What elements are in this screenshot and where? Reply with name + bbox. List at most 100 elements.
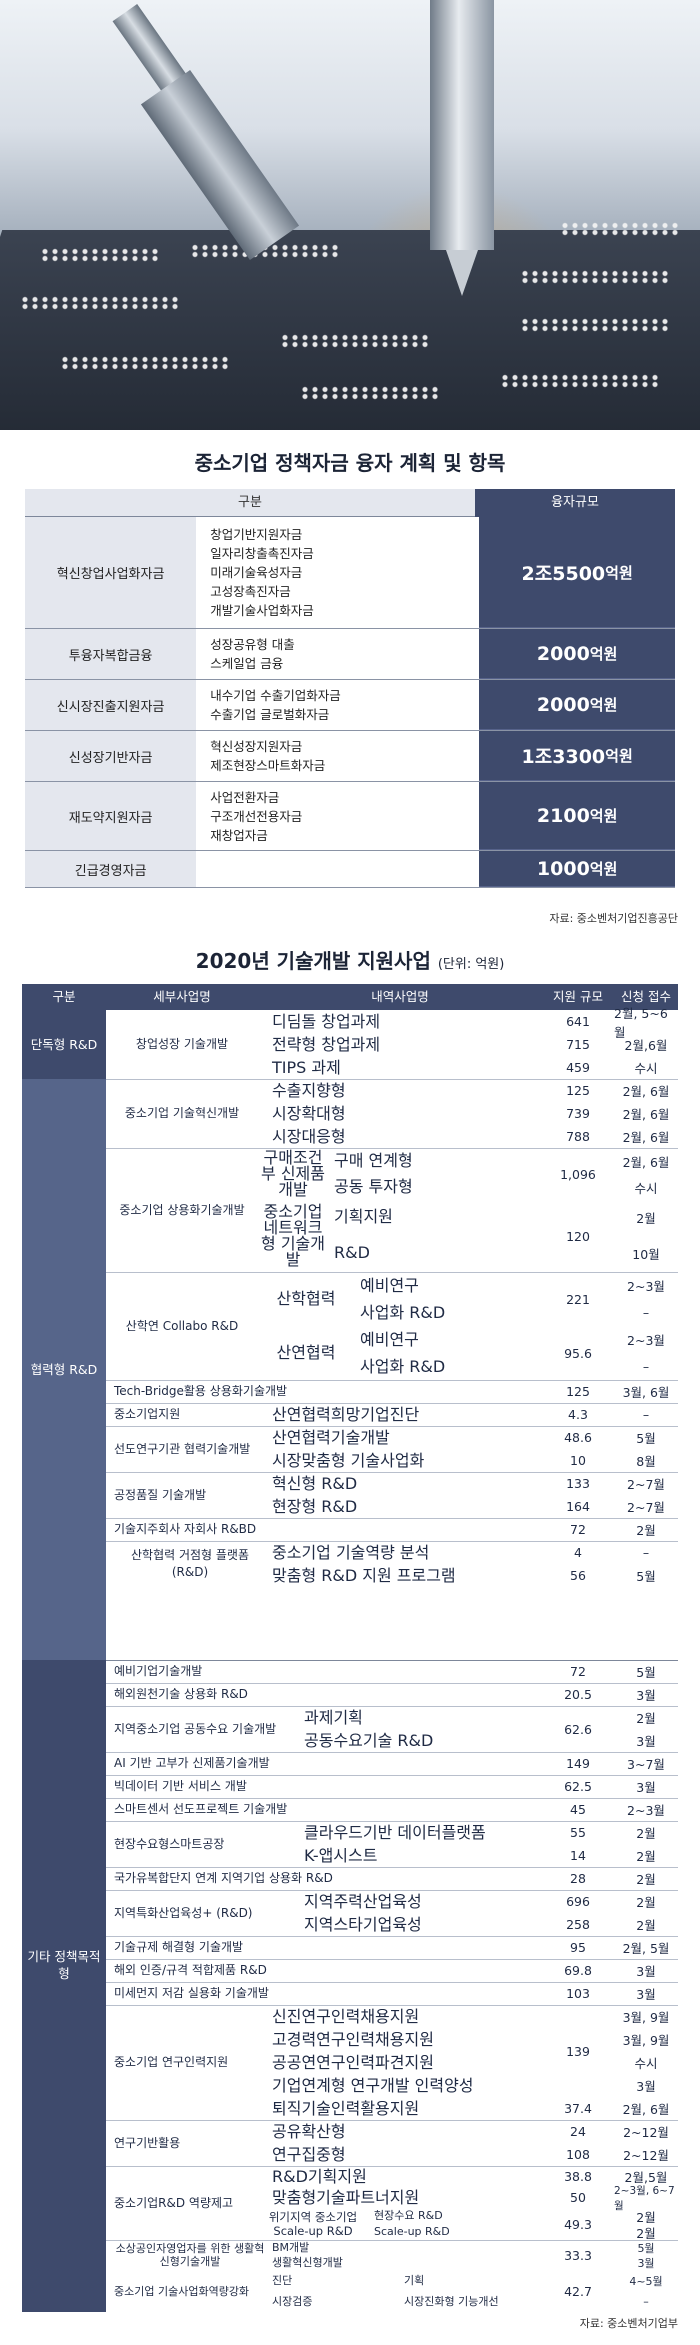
program-name: 중소기업 기술사업화역량강화	[114, 2284, 250, 2298]
row-items	[196, 851, 479, 887]
sub-name: 수출지향형	[272, 1080, 346, 1100]
apply-date: 4~5월	[629, 2274, 663, 2288]
apply-date: 수시	[634, 2056, 658, 2071]
sub-name: 디딤돌 창업과제	[272, 1011, 381, 1031]
chip-grid-graphic	[20, 296, 180, 310]
sub-name: 중소기업 네트워크형 기술개발	[261, 1202, 325, 1269]
scale-value: 42.7	[564, 2283, 592, 2299]
scale-value: 641	[566, 1014, 590, 1029]
scale-value: 696	[566, 1894, 590, 1909]
apply-date: 2월	[636, 1895, 656, 1910]
apply-date: 2월	[636, 2209, 656, 2225]
group-divider	[106, 1660, 678, 1661]
sub-name: 맞춤형 R&D 지원 프로그램	[272, 1565, 456, 1585]
header-program: 세부사업명	[153, 989, 211, 1004]
amount-value: 2000	[536, 642, 590, 665]
row-amount: 2100 억원	[479, 782, 675, 850]
apply-date: 2월, 6월	[622, 2102, 670, 2117]
scale-value: 48.6	[564, 1430, 592, 1445]
apply-date: 수시	[634, 1061, 658, 1076]
sub-name: 진단	[272, 2273, 293, 2287]
sub-detail: 공동 투자형	[334, 1177, 413, 1196]
scale-value: 125	[566, 1384, 590, 1399]
sub-name: 산연협력희망기업진단	[272, 1404, 420, 1424]
amount-value: 1조3300	[521, 746, 606, 768]
tech-support-table-header: 구분 세부사업명 내역사업명 지원 규모 신청 접수	[22, 984, 678, 1010]
apply-date: 2월, 5~6월	[614, 1005, 668, 1040]
apply-date: 2월	[636, 1872, 656, 1887]
sub-name: 고경력연구인력채용지원	[272, 2029, 434, 2049]
apply-date: 2월,6월	[624, 1038, 668, 1053]
row-category: 재도약지원자금	[25, 782, 197, 850]
scale-value: 459	[566, 1060, 590, 1075]
row-divider	[106, 1936, 678, 1937]
group-solo-rnd: 단독형 R&D	[22, 1010, 106, 1079]
sub-name: 맞춤형기술파트너지원	[272, 2187, 420, 2207]
amount-unit: 억원	[589, 860, 618, 878]
row-item: 재창업자금	[210, 827, 268, 843]
scale-value: 50	[570, 2190, 586, 2205]
program-name: 공정품질 기술개발	[114, 1487, 207, 1502]
apply-date: 2~12월	[623, 2148, 669, 2163]
amount-unit: 억원	[605, 747, 633, 765]
scale-value: 37.4	[564, 2101, 592, 2116]
row-divider	[106, 1775, 678, 1776]
row-divider	[106, 2240, 678, 2241]
scale-value: 715	[566, 1037, 590, 1052]
chip-grid-graphic	[520, 270, 670, 284]
row-divider	[106, 1798, 678, 1799]
row-amount: 2000 억원	[479, 680, 675, 730]
apply-date: 2~7월	[627, 1500, 665, 1515]
sub-name: 기업연계형 연구개발 인력양성	[272, 2075, 474, 2095]
scale-value: 38.8	[564, 2169, 592, 2184]
sub-name: 공공연연구인력파견지원	[272, 2052, 434, 2072]
sub-name: 시장대응형	[272, 1126, 346, 1146]
row-divider	[106, 1959, 678, 1960]
row-divider	[106, 1890, 678, 1891]
program-name: 중소기업R&D 역량제고	[114, 2195, 234, 2210]
apply-date: 2월	[636, 1523, 656, 1538]
row-divider	[106, 1148, 678, 1149]
row-divider	[106, 1541, 678, 1542]
sub-name: 생활혁신형개발	[272, 2255, 343, 2269]
sub-detail: 기획지원	[334, 1207, 393, 1226]
row-category: 긴급경영자금	[25, 851, 197, 887]
chip-grid-graphic	[300, 386, 440, 400]
program-name: 기술지주회사 자회사 R&BD	[114, 1522, 257, 1536]
sub-name: 공유확산형	[272, 2121, 346, 2141]
apply-date: 2월, 6월	[622, 1084, 670, 1099]
scale-value: 33.3	[564, 2247, 592, 2263]
row-divider	[106, 1079, 678, 1080]
program-name: Tech-Bridge활용 상용화기술개발	[114, 1384, 288, 1398]
table-row: 투융자복합금융 성장공유형 대출 스케일업 금융 2000 억원	[25, 629, 675, 680]
program-name: 중소기업 기술혁신개발	[124, 1106, 240, 1120]
apply-date: 5월	[636, 1665, 656, 1680]
scale-value: 49.3	[564, 2216, 592, 2232]
apply-date: 2월	[636, 2225, 656, 2241]
scale-value: 739	[566, 1106, 590, 1121]
amount-unit: 억원	[589, 696, 618, 714]
apply-date: 5월	[637, 2241, 655, 2255]
group-other-policy: 기타 정책목적형	[22, 1660, 106, 2270]
row-divider	[106, 1403, 678, 1404]
sub-name: 산연협력기술개발	[272, 1427, 390, 1447]
row-divider	[106, 1752, 678, 1753]
scale-value: 10	[570, 1453, 586, 1468]
program-name: 연구기반활용	[114, 2135, 181, 2150]
apply-date: 3월	[637, 2256, 655, 2270]
sub-name: 시장진화형 기능개선	[404, 2294, 499, 2308]
sub-detail: 현장수요 R&D	[374, 2209, 443, 2222]
sub-name: 클라우드기반 데이터플랫폼	[304, 1822, 486, 1842]
chip-grid-graphic	[560, 222, 680, 236]
title-text: 2020년 기술개발 지원사업	[195, 949, 431, 973]
row-item: 창업기반지원자금	[210, 527, 303, 542]
amount-unit: 억원	[589, 807, 618, 825]
row-category: 신성장기반자금	[25, 731, 197, 781]
dispenser-needle-graphic	[430, 0, 494, 250]
sub-name: 공동수요기술 R&D	[304, 1730, 434, 1750]
scale-value: 28	[570, 1871, 586, 1886]
scale-value: 62.5	[564, 1779, 592, 1794]
sub-detail: Scale-up R&D	[374, 2225, 450, 2238]
header-category: 구분	[25, 489, 475, 517]
apply-date: –	[642, 1407, 650, 1422]
